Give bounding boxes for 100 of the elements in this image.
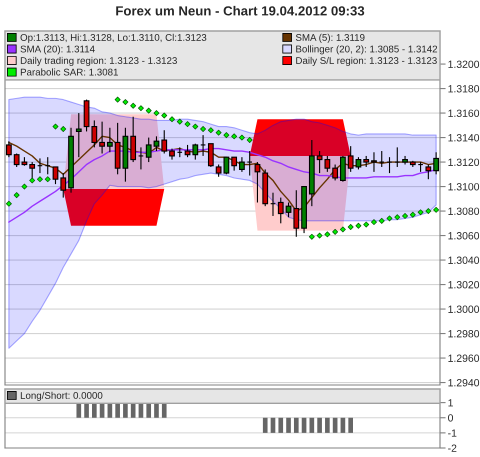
y-tick-label: 1.3080 [448, 208, 480, 215]
y-tick-label: 1.3160 [448, 110, 480, 117]
point [231, 133, 238, 140]
y-tick-label: -2 [448, 444, 456, 452]
candlestick [286, 202, 292, 218]
y-tick-label: 1.3120 [448, 158, 480, 166]
candlestick [316, 150, 322, 174]
candlestick [192, 143, 198, 160]
legend-label: Op:1.3113, Hi:1.3128, Lo:1.3110, Cl:1.3123 [20, 34, 206, 43]
candlestick [386, 156, 392, 174]
point [238, 134, 245, 141]
point [208, 127, 214, 134]
candlestick [340, 155, 346, 182]
candlestick [239, 156, 245, 172]
candlestick [176, 146, 183, 158]
y-tick-label: 1.3100 [448, 183, 480, 190]
candlestick [200, 134, 206, 156]
y-tick-label: 1.2980 [448, 330, 480, 338]
candlestick [6, 140, 12, 158]
point [44, 176, 51, 182]
candlestick [371, 152, 377, 172]
candlestick [348, 146, 354, 172]
point [363, 222, 370, 228]
point [402, 213, 408, 219]
point [324, 231, 330, 238]
legend-label: Daily S/L region: 1.3123 - 1.3123 [296, 56, 437, 66]
candlestick [216, 164, 222, 178]
y-tick-label: 1.2960 [448, 354, 480, 362]
candlestick [246, 150, 253, 176]
candlestick [224, 156, 230, 175]
y-tick-label: 1.3180 [448, 85, 480, 92]
candlestick [231, 156, 238, 172]
candlestick [270, 192, 276, 217]
candlestick [254, 162, 260, 204]
point [308, 234, 315, 240]
point [433, 206, 440, 213]
y-tick-label: 1.3040 [448, 256, 480, 264]
candlestick [433, 152, 439, 175]
y-tick-label: 1 [448, 399, 453, 406]
point [418, 209, 424, 216]
point [176, 118, 183, 125]
point [154, 110, 160, 116]
point [37, 176, 43, 182]
candlestick [425, 164, 432, 180]
legend-label: Bollinger (20, 2): 1.3085 - 1.3142 [296, 45, 438, 54]
point [14, 192, 20, 198]
chart-title: Forex um Neun - Chart 19.04.2012 09:33 [116, 6, 364, 16]
y-tick-label: 1.3060 [448, 232, 480, 240]
point [246, 137, 253, 143]
y-tick-label: 1.3000 [448, 306, 480, 313]
point [169, 116, 175, 122]
candlestick [356, 156, 362, 170]
y-tick-label: 1.3140 [448, 134, 480, 142]
point [21, 184, 28, 190]
point [378, 218, 385, 224]
y-tick-label: 1.3200 [448, 60, 480, 68]
point [114, 96, 121, 103]
point [371, 219, 377, 226]
point [130, 102, 136, 109]
candlestick [169, 148, 175, 160]
candlestick [60, 172, 66, 198]
point [52, 124, 58, 130]
point [340, 226, 346, 232]
point [122, 99, 128, 105]
point [348, 224, 354, 230]
candlestick [99, 121, 105, 154]
candlestick [161, 130, 168, 154]
y-tick-label: 1.3020 [448, 281, 480, 288]
candlestick [37, 158, 43, 174]
point [161, 112, 168, 118]
point [29, 177, 36, 184]
point [138, 105, 144, 112]
candlestick [76, 112, 82, 158]
candlestick [184, 144, 190, 158]
point [223, 132, 230, 138]
candlestick [363, 155, 370, 168]
point [394, 214, 400, 220]
point [6, 200, 12, 207]
candlestick [138, 146, 144, 170]
point [146, 108, 152, 114]
candlestick [14, 152, 20, 168]
point [200, 126, 206, 132]
point [60, 126, 66, 132]
point [316, 232, 323, 239]
candlestick [52, 166, 58, 185]
y-tick-label: 0 [448, 414, 454, 422]
y-tick-label: 1.2940 [448, 379, 480, 386]
point [355, 222, 362, 229]
legend-label: Parabolic SAR: 1.3081 [20, 68, 118, 76]
legend-label: SMA (20): 1.3114 [20, 45, 95, 54]
point [192, 124, 198, 130]
candlestick [91, 120, 98, 148]
candlestick [278, 197, 284, 224]
candlestick [418, 162, 424, 172]
candlestick [44, 156, 51, 175]
candlestick [208, 143, 214, 168]
legend-label: Long/Short: 0.0000 [20, 392, 102, 401]
y-tick-label: -1 [448, 429, 456, 437]
point [332, 228, 338, 235]
candlestick [293, 190, 300, 238]
